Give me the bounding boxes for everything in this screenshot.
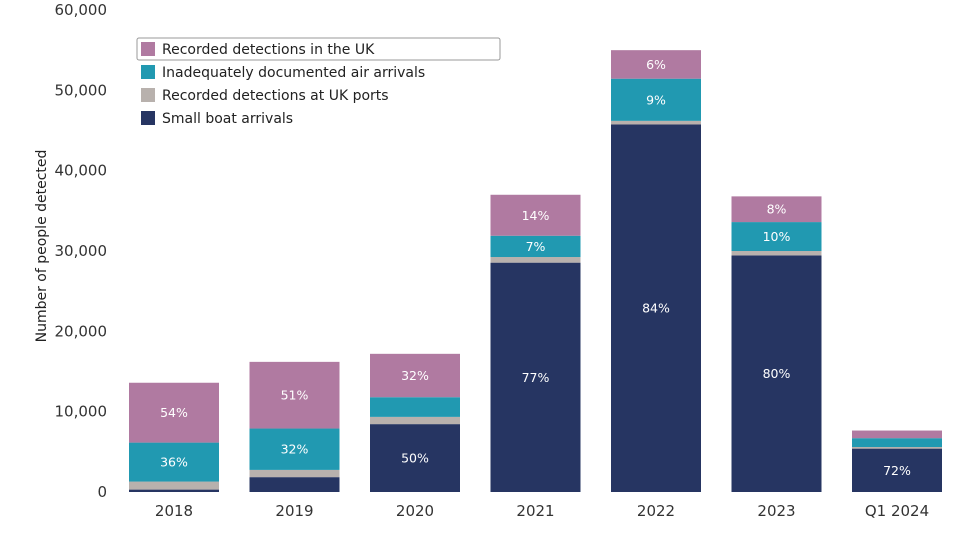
- bar-segment-small-boat-arrivals: [731, 255, 822, 492]
- x-tick-label: 2023: [757, 502, 795, 520]
- bar-segment-recorded-detections-in-the-uk: [611, 50, 701, 79]
- x-tick-label: Q1 2024: [865, 502, 929, 520]
- segment-data-label: 50%: [401, 451, 429, 466]
- bar-segment-recorded-detections-at-uk-ports: [370, 416, 460, 425]
- legend-swatch-recorded-detections-at-uk-ports: [141, 88, 155, 102]
- segment-data-label: 10%: [763, 229, 791, 244]
- legend-label: Recorded detections at UK ports: [162, 88, 389, 104]
- bar-segment-small-boat-arrivals: [611, 124, 701, 492]
- segment-data-label: 8%: [767, 202, 787, 217]
- y-tick-label: 50,000: [55, 81, 108, 99]
- x-tick-label: 2019: [275, 502, 313, 520]
- y-axis-label: Number of people detected: [34, 150, 50, 343]
- bar-segment-recorded-detections-in-the-uk: [129, 382, 219, 443]
- segment-data-label: 80%: [763, 366, 791, 381]
- segment-data-label: 6%: [646, 57, 666, 72]
- bar-segment-recorded-detections-at-uk-ports: [490, 257, 581, 263]
- legend-highlight-box: [136, 37, 501, 61]
- bar-segment-inadequately-documented-air-arrivals: [370, 397, 460, 417]
- segment-data-label: 51%: [281, 388, 309, 403]
- legend-label: Recorded detections in the UK: [162, 42, 375, 58]
- legend: Recorded detections in the UK Inadequatel…: [136, 37, 501, 127]
- segment-data-label: 77%: [522, 370, 550, 385]
- bar-segment-recorded-detections-at-uk-ports: [731, 251, 822, 256]
- bar-segment-small-boat-arrivals: [129, 489, 219, 492]
- bar-segment-recorded-detections-at-uk-ports: [611, 120, 701, 125]
- legend-swatch-inadequately-documented-air-arrivals: [141, 65, 155, 79]
- bar-segment-recorded-detections-in-the-uk: [490, 194, 581, 236]
- x-tick-label: 2022: [637, 502, 675, 520]
- segment-data-label: 7%: [526, 239, 546, 254]
- bar-segment-inadequately-documented-air-arrivals: [731, 222, 822, 251]
- legend-label: Small boat arrivals: [162, 111, 293, 127]
- bar-segment-inadequately-documented-air-arrivals: [129, 442, 219, 482]
- segment-data-label: 14%: [522, 208, 550, 223]
- legend-label: Inadequately documented air arrivals: [162, 65, 425, 81]
- bar-segment-recorded-detections-in-the-uk: [731, 196, 822, 223]
- bar-segment-small-boat-arrivals: [852, 448, 942, 492]
- bar-segment-recorded-detections-in-the-uk: [370, 353, 460, 398]
- y-tick-label: 40,000: [55, 162, 108, 180]
- bar-segment-inadequately-documented-air-arrivals: [490, 235, 581, 258]
- x-tick-label: 2018: [155, 502, 193, 520]
- x-tick-label: 2021: [516, 502, 554, 520]
- segment-data-label: 84%: [642, 301, 670, 316]
- legend-swatch-recorded-detections-in-the-uk: [141, 42, 155, 56]
- legend-swatch-small-boat-arrivals: [141, 111, 155, 125]
- segment-data-label: 72%: [883, 463, 911, 478]
- bar-segment-recorded-detections-at-uk-ports: [852, 447, 942, 449]
- segment-data-label: 54%: [160, 405, 188, 420]
- x-tick-label: 2020: [396, 502, 434, 520]
- bar-segment-recorded-detections-at-uk-ports: [129, 481, 219, 490]
- bar-segment-small-boat-arrivals: [490, 262, 581, 492]
- bars: 36% 54% 32% 51% 50% 32% 77% 7% 14% 84% 9% 6% 80% 10% 8…: [129, 50, 942, 492]
- segment-data-label: 36%: [160, 455, 188, 470]
- x-axis-ticks: 2018 2019 2020 2021 2022 2023 Q1 2024: [155, 502, 929, 520]
- bar-segment-recorded-detections-in-the-uk: [249, 361, 340, 429]
- segment-data-label: 32%: [281, 442, 309, 457]
- bar-segment-recorded-detections-at-uk-ports: [249, 469, 340, 478]
- bar-segment-small-boat-arrivals: [370, 424, 460, 492]
- y-axis-ticks: 0 10,000 20,000 30,000 40,000 50,000 60,000: [55, 1, 108, 501]
- y-tick-label: 0: [97, 483, 107, 501]
- bar-segment-inadequately-documented-air-arrivals: [852, 438, 942, 448]
- y-tick-label: 10,000: [55, 403, 108, 421]
- y-tick-label: 20,000: [55, 322, 108, 340]
- bar-segment-inadequately-documented-air-arrivals: [249, 428, 340, 470]
- segment-data-label: 32%: [401, 368, 429, 383]
- bar-segment-recorded-detections-in-the-uk: [852, 430, 942, 439]
- bar-segment-small-boat-arrivals: [249, 477, 340, 492]
- y-tick-label: 30,000: [55, 242, 108, 260]
- y-tick-label: 60,000: [55, 1, 108, 19]
- bar-segment-inadequately-documented-air-arrivals: [611, 78, 701, 121]
- segment-data-label: 9%: [646, 92, 666, 107]
